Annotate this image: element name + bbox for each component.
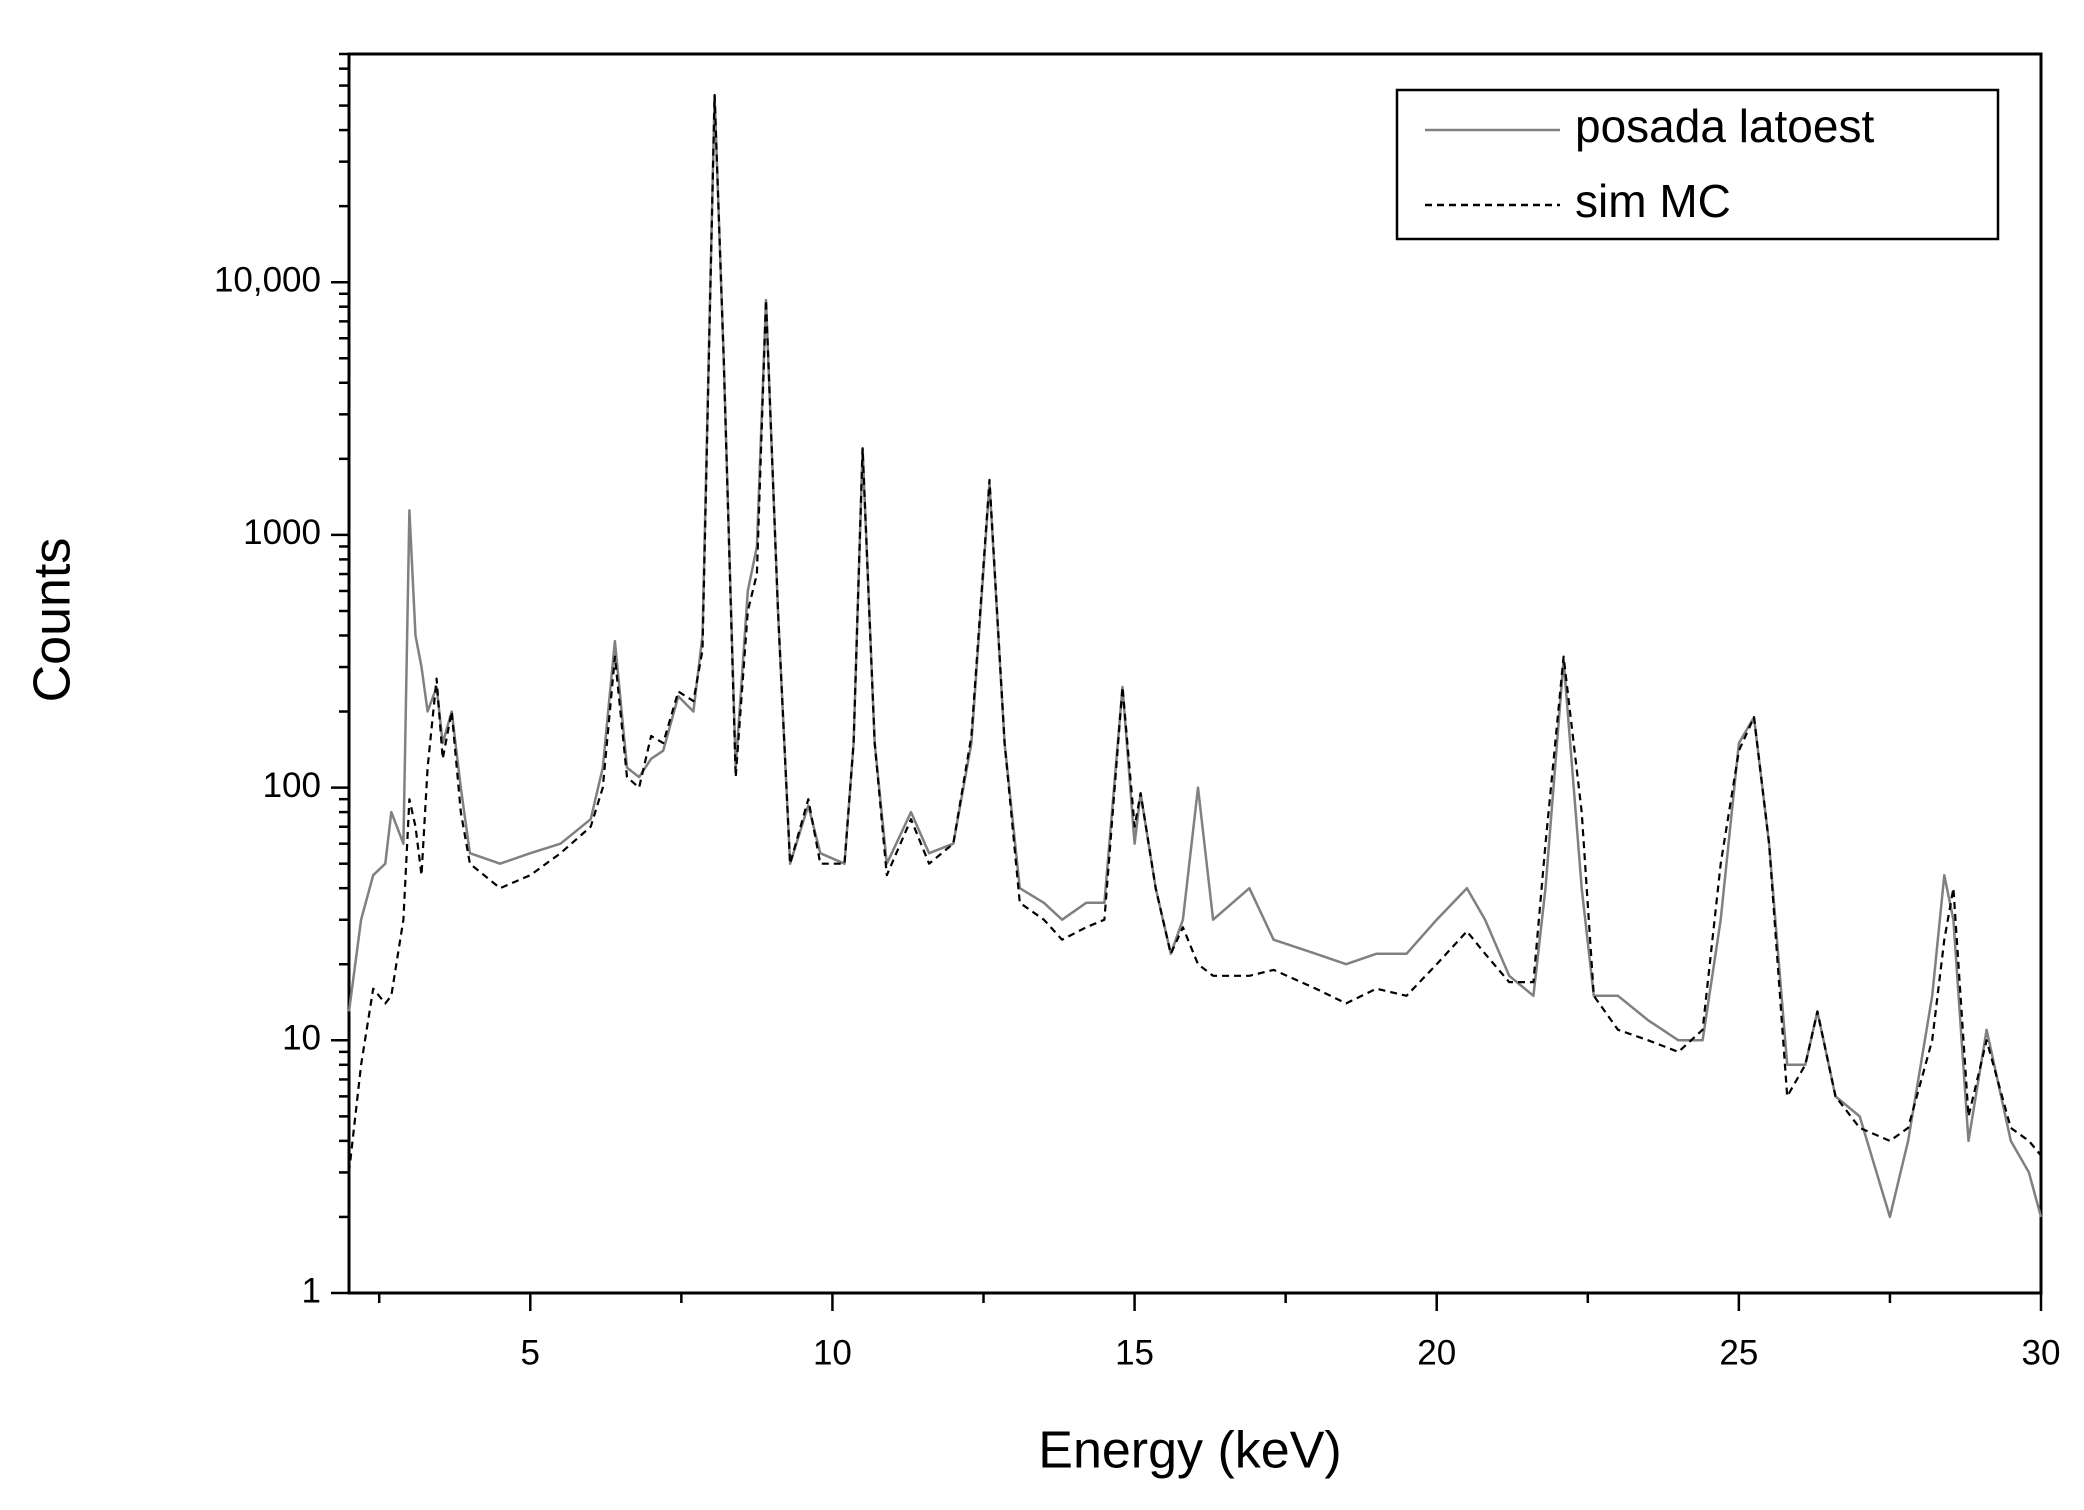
y-tick-label: 10,000 [214, 260, 321, 299]
x-axis-title: Energy (keV) [1038, 1422, 1341, 1480]
y-tick-label: 100 [263, 766, 321, 805]
plot-frame [347, 52, 2043, 1295]
legend-label: sim MC [1575, 175, 1731, 227]
x-tick-label: 10 [813, 1333, 852, 1372]
series-line [347, 93, 2043, 1219]
x-tick-label: 20 [1417, 1333, 1456, 1372]
x-tick-label: 5 [521, 1333, 540, 1372]
x-tick-label: 25 [1719, 1333, 1758, 1372]
y-tick-label: 1 [302, 1271, 321, 1310]
legend-label: posada latoest [1575, 100, 1874, 152]
y-tick-label: 10 [282, 1019, 321, 1058]
legend-box [1395, 88, 2000, 241]
y-tick-label: 1000 [243, 513, 321, 552]
y-axis-title: Counts [24, 538, 82, 703]
x-tick-label: 30 [2022, 1333, 2061, 1372]
x-tick-label: 15 [1115, 1333, 1154, 1372]
series-line [347, 94, 2042, 1173]
